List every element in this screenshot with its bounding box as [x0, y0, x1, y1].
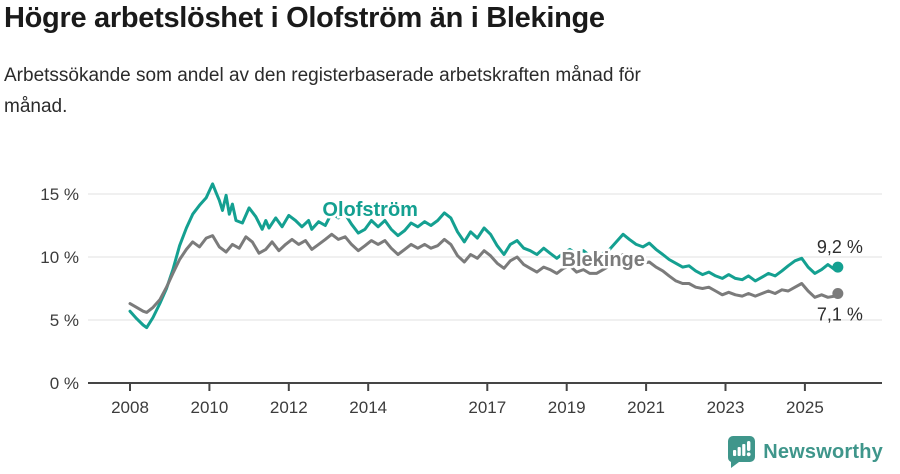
x-axis-label-2023: 2023	[707, 398, 745, 417]
y-axis-label-0: 0 %	[50, 374, 79, 393]
newsworthy-logo-icon	[728, 436, 756, 468]
x-axis-label-2014: 2014	[349, 398, 387, 417]
logo-exclamation-dot	[746, 452, 751, 457]
x-axis-label-2012: 2012	[270, 398, 308, 417]
logo-bar-2	[737, 447, 741, 456]
x-axis-label-2010: 2010	[190, 398, 228, 417]
series-line-blekinge	[128, 232, 840, 314]
y-axis-label-15: 15 %	[40, 185, 79, 204]
series-end-dot-olofstrom	[832, 261, 844, 273]
y-axis-label-10: 10 %	[40, 248, 79, 267]
logo-bar-3	[742, 444, 746, 456]
series-end-dot-blekinge	[832, 288, 844, 300]
y-axis-label-5: 5 %	[50, 311, 79, 330]
chart-title: Högre arbetslöshet i Olofström än i Blek…	[4, 2, 605, 34]
end-value-label-olofstrom: 9,2 %	[817, 237, 863, 257]
logo-exclamation-stem	[747, 441, 751, 451]
series-label-blekinge: Blekinge	[562, 249, 645, 271]
x-axis-label-2008: 2008	[111, 398, 149, 417]
x-axis-label-2021: 2021	[627, 398, 665, 417]
line-chart: 0 % 5 % 10 % 15 % 2008 2010 2012 2014 2017 2019 20…	[40, 182, 882, 417]
x-axis-label-2017: 2017	[468, 398, 506, 417]
chart-subtitle: Arbetssökande som andel av den registerb…	[4, 65, 641, 117]
brand-footer: Newsworthy	[727, 436, 883, 468]
x-axis-label-2025: 2025	[786, 398, 824, 417]
series-line-olofstrom	[128, 182, 840, 330]
series-label-olofstrom: Olofström	[322, 199, 418, 221]
x-axis-label-2019: 2019	[548, 398, 586, 417]
chart-area: 0 % 5 % 10 % 15 % 2008 2010 2012 2014 2017 2019 20…	[0, 150, 900, 450]
logo-bar-1	[733, 450, 737, 456]
end-value-label-blekinge: 7,1 %	[817, 305, 863, 325]
newsworthy-brand-name: Newsworthy	[763, 440, 883, 463]
